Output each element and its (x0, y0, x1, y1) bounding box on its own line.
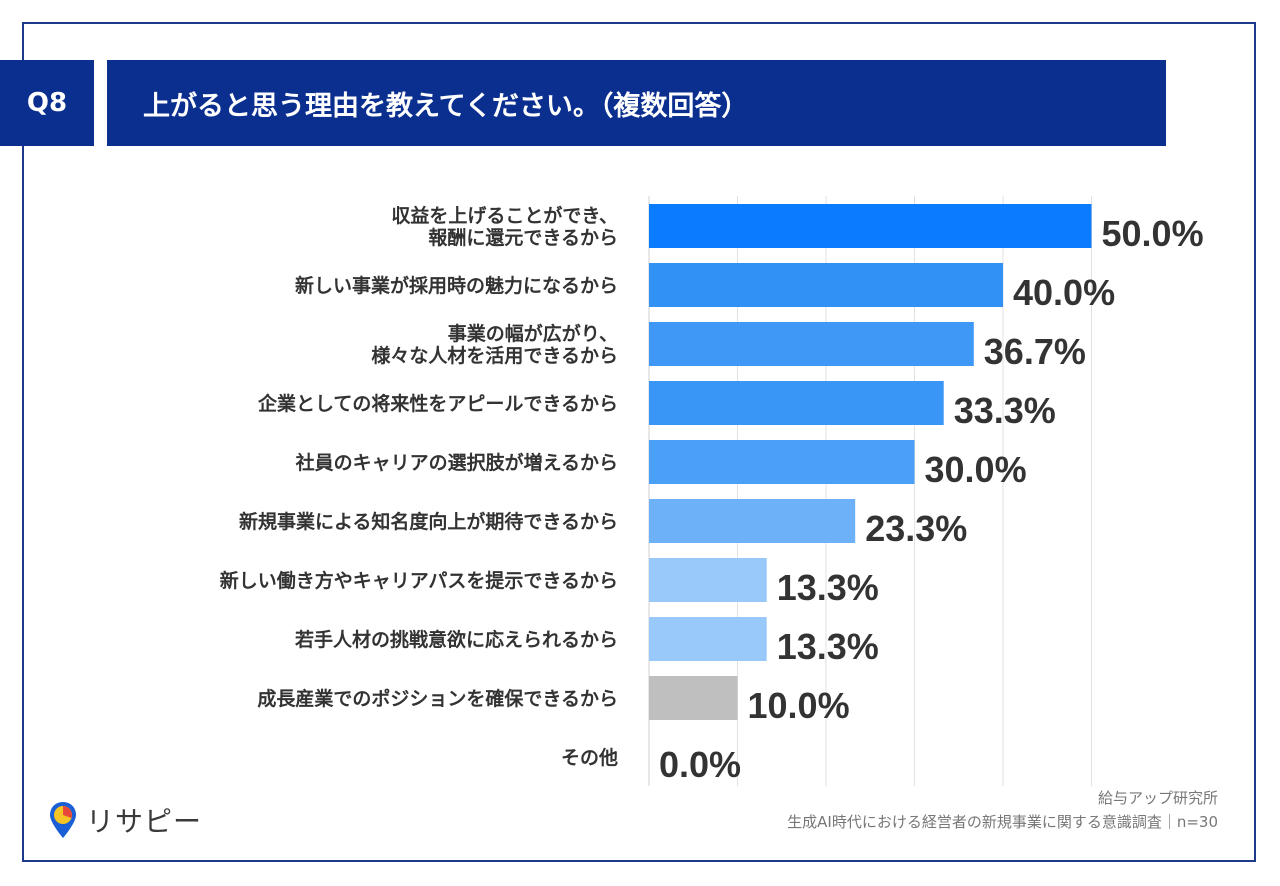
value-label: 10.0% (748, 685, 850, 726)
value-label: 50.0% (1102, 213, 1204, 254)
value-label: 33.3% (954, 390, 1056, 431)
value-label: 0.0% (659, 744, 741, 785)
bar (649, 617, 767, 661)
page-title: 上がると思う理由を教えてください。（複数回答） (107, 60, 1166, 146)
bar (649, 440, 915, 484)
page-title-text: 上がると思う理由を教えてください。（複数回答） (143, 90, 749, 122)
bar (649, 676, 738, 720)
bar (649, 204, 1092, 248)
value-label: 30.0% (925, 449, 1027, 490)
value-labels: 50.0% 40.0% 36.7% 33.3% 30.0% 23.3% 13.3% 13.3%… (659, 213, 1204, 785)
category-label: 社員のキャリアの選択肢が増えるから (295, 451, 618, 474)
category-labels: 収益を上げることができ、報酬に還元できるから新しい事業が採用時の魅力になるから事… (220, 204, 618, 769)
value-label: 36.7% (984, 331, 1086, 372)
logo-text: リサピー (86, 805, 203, 838)
value-label: 13.3% (777, 626, 879, 667)
category-label: 新しい事業が採用時の魅力になるから (295, 274, 618, 297)
value-label: 23.3% (865, 508, 967, 549)
category-label: 新規事業による知名度向上が期待できるから (239, 510, 618, 533)
chart-frame (22, 22, 1256, 862)
category-label: 収益を上げることができ、報酬に還元できるから (391, 204, 618, 249)
question-badge: Q8 (0, 60, 94, 146)
bars (649, 204, 1092, 720)
category-label: 新しい働き方やキャリアパスを提示できるから (220, 569, 618, 592)
bar (649, 499, 856, 543)
brand-logo: リサピー (48, 798, 202, 842)
category-label: 企業としての将来性をアピールできるから (257, 392, 618, 415)
bar (649, 381, 944, 425)
source-survey: 生成AI時代における経営者の新規事業に関する意識調査｜n=30 (787, 813, 1218, 831)
source-note: 給与アップ研究所 生成AI時代における経営者の新規事業に関する意識調査｜n=30 (787, 786, 1218, 834)
category-label: 成長産業でのポジションを確保できるから (257, 687, 618, 710)
bar (649, 322, 974, 366)
value-label: 13.3% (777, 567, 879, 608)
category-label: 事業の幅が広がり、様々な人材を活用できるから (371, 322, 618, 367)
value-label: 40.0% (1013, 272, 1115, 313)
source-org: 給与アップ研究所 (1097, 789, 1218, 807)
category-label: 若手人材の挑戦意欲に応えられるから (295, 628, 618, 651)
bar (649, 558, 767, 602)
pin-icon (50, 802, 76, 838)
bar (649, 263, 1003, 307)
category-label: その他 (561, 746, 618, 769)
